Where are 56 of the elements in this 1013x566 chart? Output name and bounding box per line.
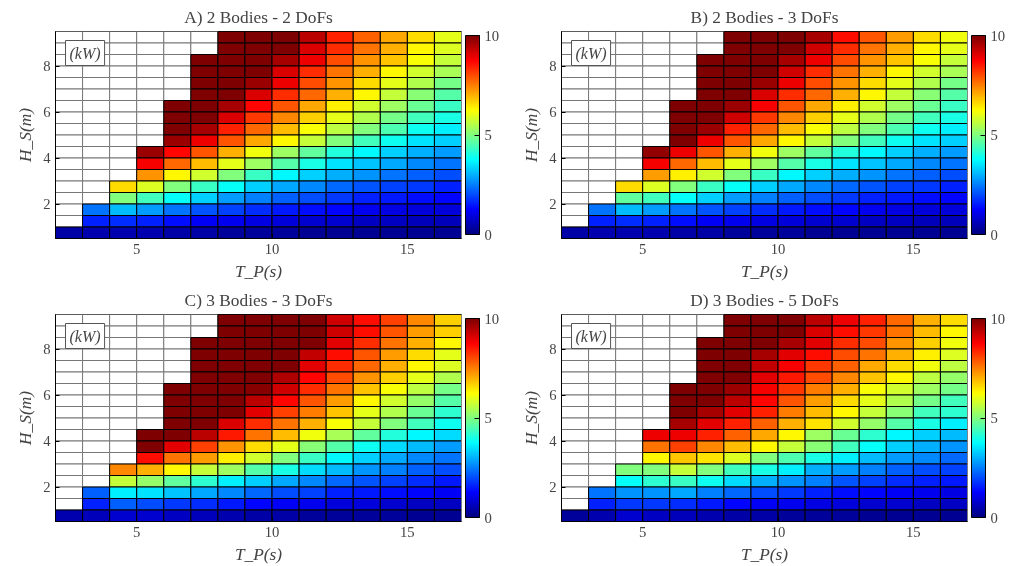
x-tick-label: 5 <box>133 240 141 257</box>
y-axis-title: H_S(m) <box>522 107 542 163</box>
x-tick-label: 10 <box>264 240 280 257</box>
chart-title: B) 2 Bodies - 3 DoFs <box>690 7 839 27</box>
color-bar-label: 5 <box>990 127 998 143</box>
color-bar-label: 10 <box>484 27 500 44</box>
x-tick-label: 15 <box>906 240 921 257</box>
color-bar-label: 5 <box>484 127 492 143</box>
color-bar-label: 5 <box>990 410 998 426</box>
x-axis-title: T_P(s) <box>234 261 283 281</box>
x-tick-label: 5 <box>639 240 647 257</box>
x-tick-label: 10 <box>264 523 280 540</box>
y-tick-label: 4 <box>549 150 558 166</box>
y-tick-label: 2 <box>549 196 557 212</box>
y-tick-label: 6 <box>549 387 557 403</box>
y-tick-label: 4 <box>43 433 52 449</box>
legend-title: (kW) <box>69 44 101 63</box>
x-tick-label: 10 <box>770 240 786 257</box>
x-tick-label: 5 <box>133 523 141 540</box>
y-tick-label: 6 <box>43 387 51 403</box>
y-tick-label: 2 <box>549 479 557 495</box>
legend-title: (kW) <box>69 327 101 346</box>
y-tick-label: 2 <box>43 479 51 495</box>
y-axis-title: H_S(m) <box>522 390 542 446</box>
color-bar-label: 10 <box>990 310 1006 327</box>
y-tick-label: 6 <box>43 104 51 120</box>
color-bar-label: 5 <box>484 410 492 426</box>
chart-title: A) 2 Bodies - 2 DoFs <box>184 7 334 27</box>
x-axis-title: T_P(s) <box>740 261 789 281</box>
color-bar-label: 10 <box>990 27 1006 44</box>
x-tick-label: 15 <box>400 240 415 257</box>
y-tick-label: 8 <box>43 341 51 357</box>
color-bar-label: 0 <box>990 226 998 243</box>
y-axis-title: H_S(m) <box>16 107 36 163</box>
x-axis-title: T_P(s) <box>740 544 789 564</box>
y-tick-label: 6 <box>549 104 557 120</box>
y-tick-label: 4 <box>43 150 52 166</box>
x-tick-label: 15 <box>400 523 415 540</box>
legend-title: (kW) <box>575 44 607 63</box>
y-tick-label: 2 <box>43 196 51 212</box>
y-tick-label: 8 <box>549 58 557 74</box>
y-tick-label: 4 <box>549 433 558 449</box>
color-bar-label: 10 <box>484 310 500 327</box>
color-bar-label: 0 <box>484 509 492 526</box>
chart-title: D) 3 Bodies - 5 DoFs <box>690 290 840 310</box>
x-tick-label: 15 <box>906 523 921 540</box>
color-bar-label: 0 <box>990 509 998 526</box>
color-bar-label: 0 <box>484 226 492 243</box>
y-axis-title: H_S(m) <box>16 390 36 446</box>
x-tick-label: 10 <box>770 523 786 540</box>
chart-title: C) 3 Bodies - 3 DoFs <box>184 290 333 310</box>
y-tick-label: 8 <box>549 341 557 357</box>
x-axis-title: T_P(s) <box>234 544 283 564</box>
legend-title: (kW) <box>575 327 607 346</box>
y-tick-label: 8 <box>43 58 51 74</box>
x-tick-label: 5 <box>639 523 647 540</box>
